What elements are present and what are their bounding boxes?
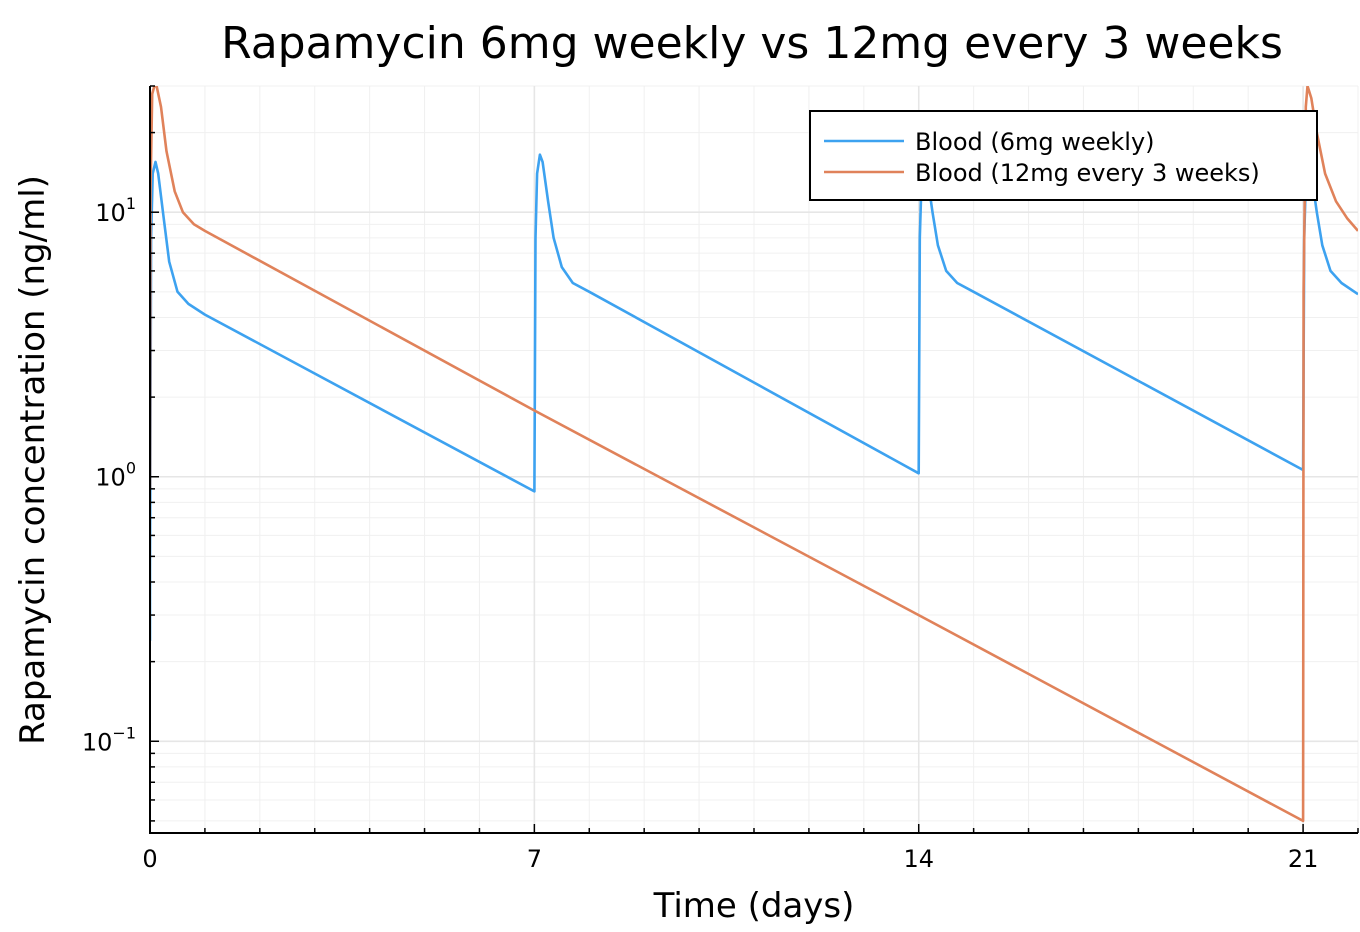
y-tick-label: 101 (95, 194, 136, 227)
legend-label: Blood (12mg every 3 weeks) (915, 159, 1260, 187)
y-tick-base: 10 (82, 728, 113, 756)
y-axis-label: Rapamycin concentration (ng/ml) (13, 175, 53, 745)
x-tick-label: 7 (527, 845, 542, 873)
y-tick-base: 10 (95, 464, 126, 492)
y-tick-label: 100 (95, 459, 136, 492)
y-tick-exponent: 0 (126, 459, 136, 478)
chart-title: Rapamycin 6mg weekly vs 12mg every 3 wee… (221, 18, 1283, 69)
x-tick-label: 14 (903, 845, 934, 873)
y-tick-exponent: 1 (126, 194, 136, 213)
y-tick-exponent: −1 (112, 723, 136, 742)
x-tick-label: 21 (1288, 845, 1319, 873)
y-tick-label: 10−1 (82, 723, 136, 756)
grid (149, 85, 1359, 833)
legend: Blood (6mg weekly) Blood (12mg every 3 we… (809, 110, 1318, 201)
y-tick-base: 10 (95, 199, 126, 227)
legend-box (809, 110, 1318, 201)
x-tick-label: 0 (142, 845, 157, 873)
legend-label: Blood (6mg weekly) (915, 128, 1155, 156)
series-line-2 (150, 86, 1358, 823)
x-axis-label: Time (days) (653, 886, 855, 926)
